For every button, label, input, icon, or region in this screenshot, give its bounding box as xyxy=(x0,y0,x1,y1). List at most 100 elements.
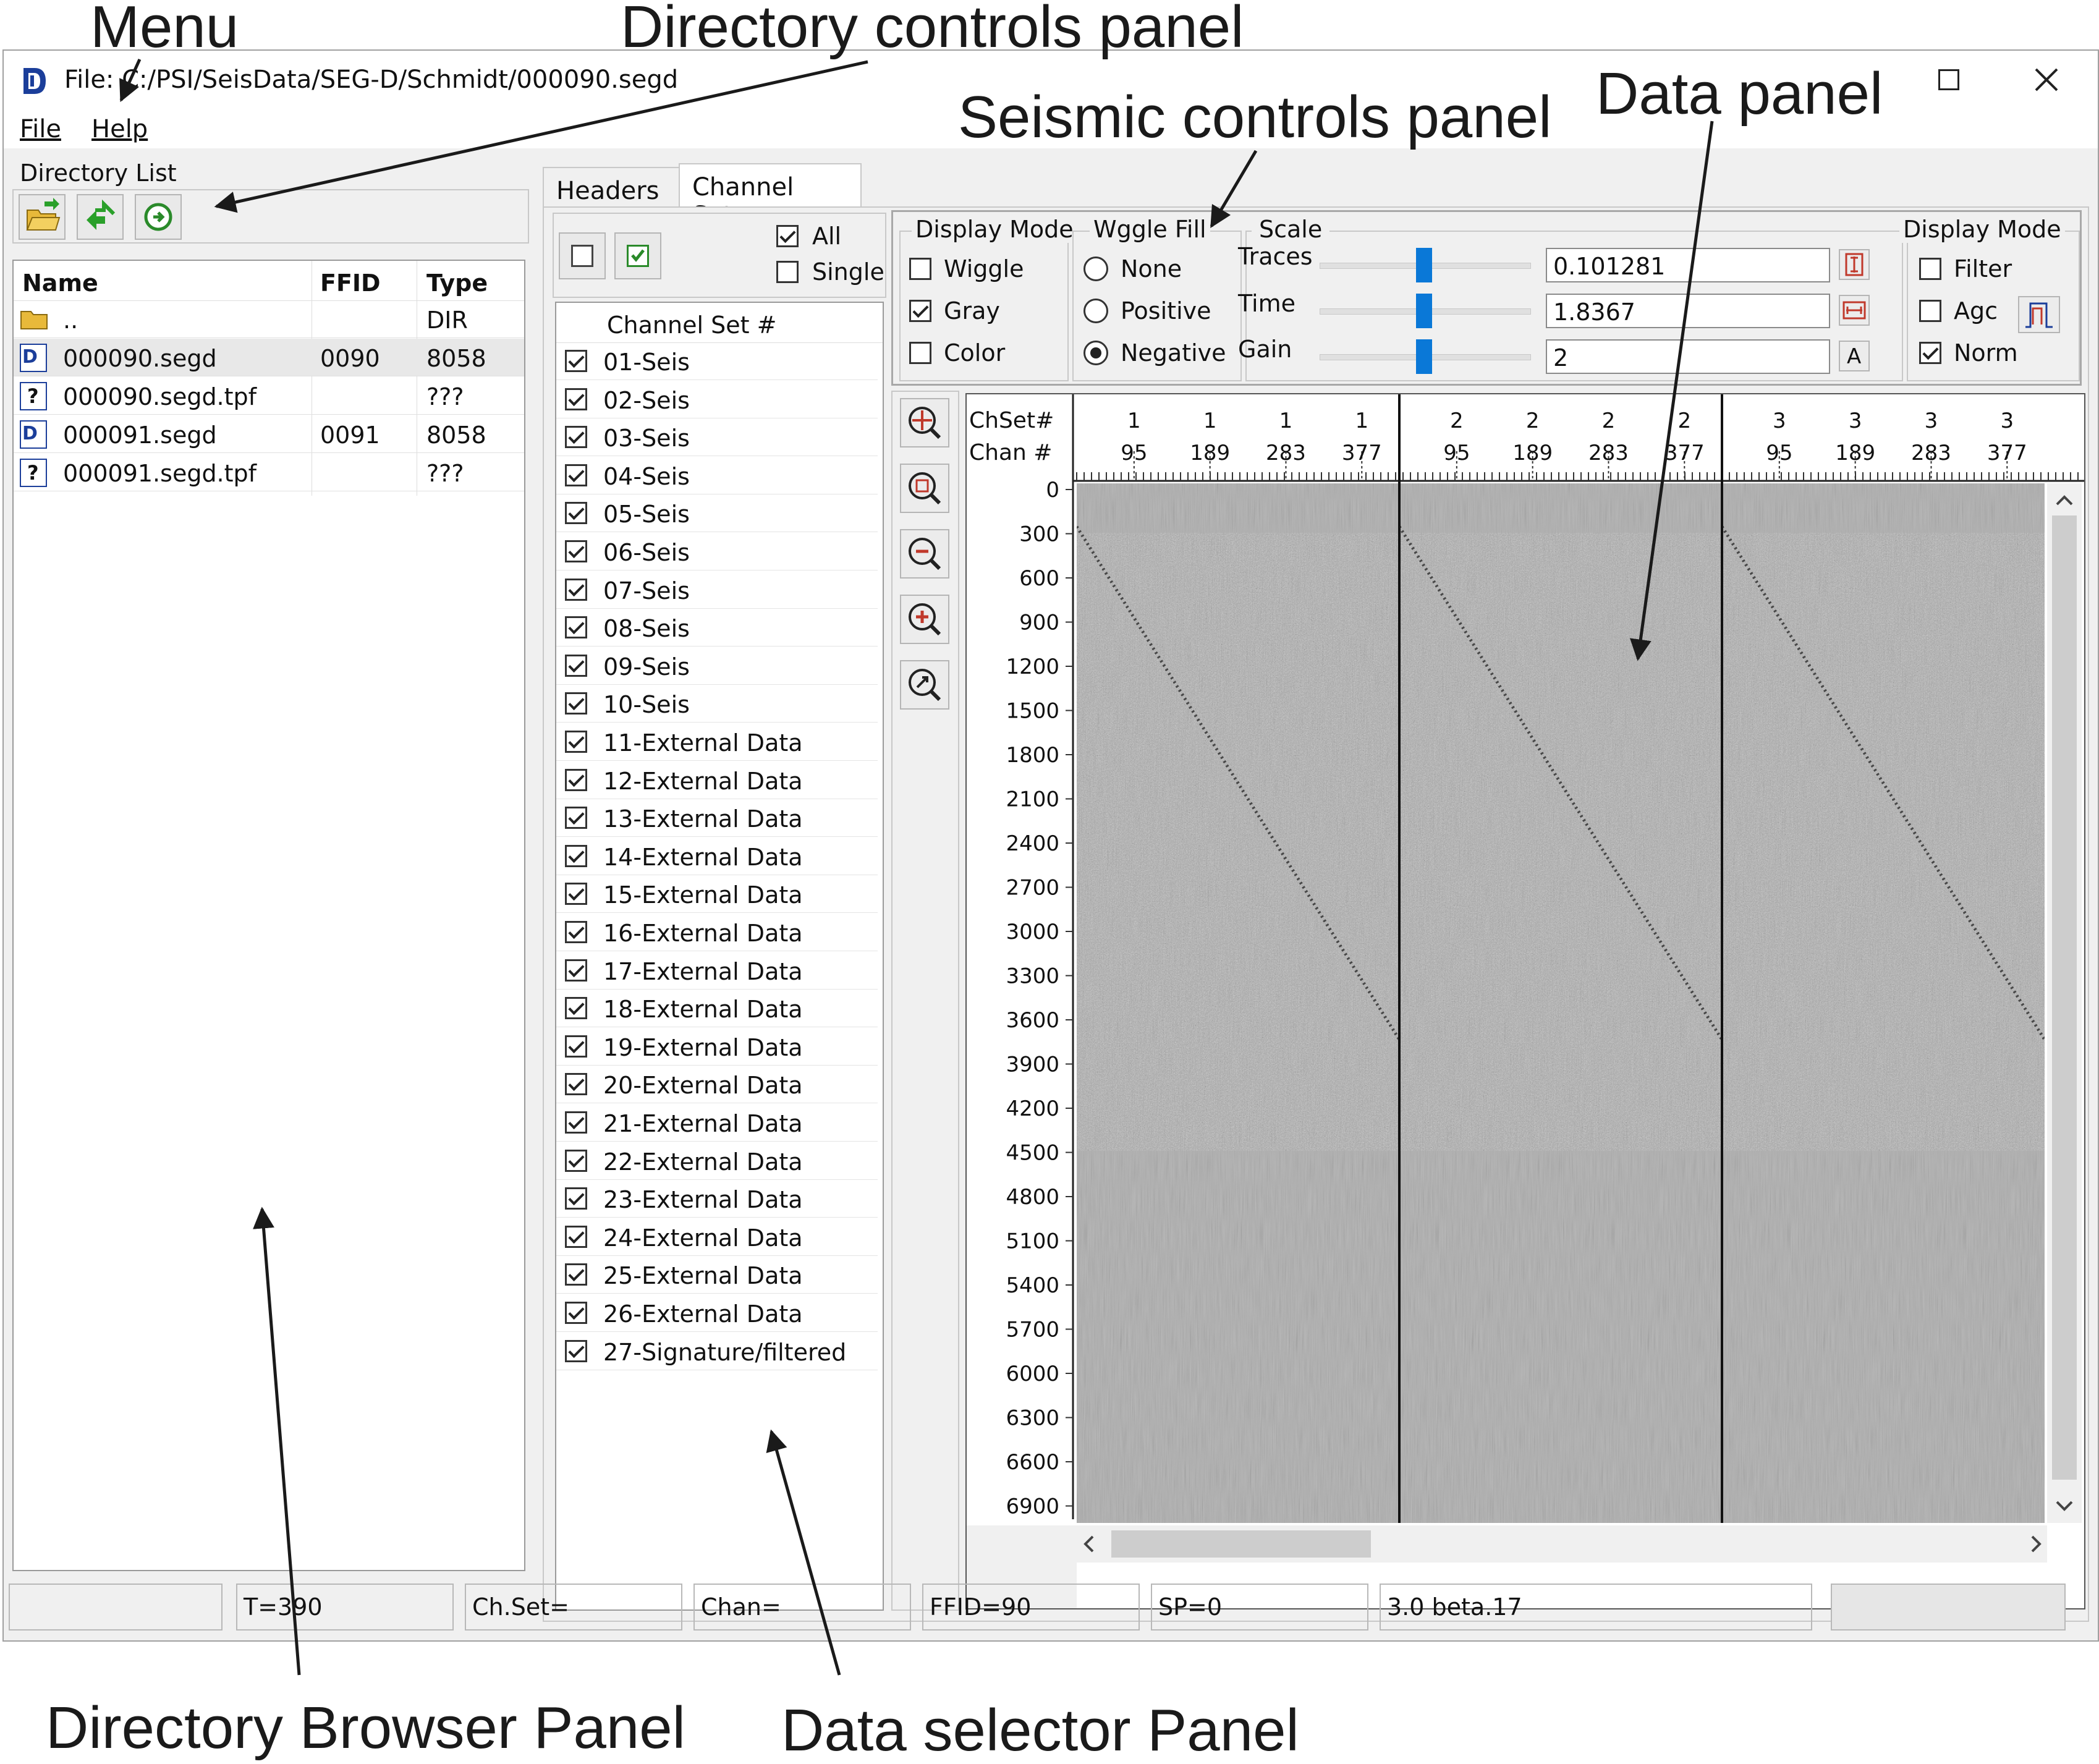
column-header-name[interactable]: Name xyxy=(22,269,98,297)
channel-set-header-label[interactable]: Channel Set # xyxy=(607,312,777,339)
channel-set-item[interactable]: 22-External Data xyxy=(556,1142,878,1180)
channel-set-checkbox[interactable] xyxy=(565,692,587,715)
channel-set-checkbox[interactable] xyxy=(565,426,587,449)
channel-set-checkbox[interactable] xyxy=(565,540,587,562)
channel-set-checkbox[interactable] xyxy=(565,807,587,829)
channel-set-checkbox[interactable] xyxy=(565,883,587,905)
channel-set-checkbox[interactable] xyxy=(565,654,587,677)
fill-none-radio[interactable] xyxy=(1083,257,1108,281)
zoom-reset-button[interactable] xyxy=(900,464,949,513)
tab-channel-sets[interactable]: Channel Sets xyxy=(679,163,862,230)
zoom-pan-button[interactable] xyxy=(900,660,949,710)
open-folder-button[interactable] xyxy=(19,194,66,240)
gain-slider-thumb[interactable] xyxy=(1416,339,1432,374)
column-header-type[interactable]: Type xyxy=(426,269,488,297)
directory-row[interactable]: ? 000090.segd.tpf ??? xyxy=(14,377,524,415)
zoom-in-button[interactable] xyxy=(900,595,949,644)
channel-set-item[interactable]: 01-Seis xyxy=(556,342,878,380)
close-icon[interactable] xyxy=(2031,64,2062,95)
channel-set-checkbox[interactable] xyxy=(565,768,587,791)
fill-positive-radio[interactable] xyxy=(1083,299,1108,323)
channel-set-item[interactable]: 27-Signature/filtered xyxy=(556,1333,878,1370)
channel-set-item[interactable]: 14-External Data xyxy=(556,837,878,875)
color-checkbox[interactable] xyxy=(909,342,931,364)
channel-set-item[interactable]: 12-External Data xyxy=(556,761,878,799)
menu-file[interactable]: File xyxy=(20,115,61,143)
channel-set-item[interactable]: 06-Seis xyxy=(556,533,878,570)
channel-set-item[interactable]: 20-External Data xyxy=(556,1066,878,1104)
channel-set-item[interactable]: 21-External Data xyxy=(556,1104,878,1142)
channel-set-item[interactable]: 17-External Data xyxy=(556,952,878,990)
traces-scale-input[interactable]: 0.101281 xyxy=(1546,248,1830,282)
channel-set-item[interactable]: 25-External Data xyxy=(556,1256,878,1294)
channel-set-checkbox[interactable] xyxy=(565,578,587,601)
channel-set-item[interactable]: 23-External Data xyxy=(556,1180,878,1218)
channel-set-item[interactable]: 16-External Data xyxy=(556,914,878,951)
traces-scale-button[interactable] xyxy=(1839,249,1870,280)
channel-set-item[interactable]: 08-Seis xyxy=(556,609,878,647)
auto-gain-button[interactable]: A xyxy=(1839,341,1870,371)
tab-headers[interactable]: Headers xyxy=(543,167,680,210)
channel-set-checkbox[interactable] xyxy=(565,844,587,867)
channel-set-item[interactable]: 18-External Data xyxy=(556,990,878,1028)
channel-set-item[interactable]: 07-Seis xyxy=(556,571,878,609)
check-all-button[interactable] xyxy=(614,232,661,279)
wiggle-checkbox[interactable] xyxy=(909,258,931,280)
channel-set-checkbox[interactable] xyxy=(565,1035,587,1058)
channel-set-checkbox[interactable] xyxy=(565,1263,587,1286)
column-header-ffid[interactable]: FFID xyxy=(320,269,381,297)
channel-set-checkbox[interactable] xyxy=(565,350,587,372)
channel-set-item[interactable]: 10-Seis xyxy=(556,685,878,723)
channel-set-item[interactable]: 02-Seis xyxy=(556,381,878,418)
zoom-out-button[interactable] xyxy=(900,529,949,579)
channel-set-checkbox[interactable] xyxy=(565,1149,587,1172)
agc-checkbox[interactable] xyxy=(1919,300,1941,322)
traces-slider-thumb[interactable] xyxy=(1416,248,1432,282)
channel-set-item[interactable]: 11-External Data xyxy=(556,723,878,761)
seismic-display[interactable]: ChSet# Chan # 1 95 1 189 1 283 1 377 2 95 2 189 2 283 2 3… xyxy=(967,394,2084,1608)
directory-row-selected[interactable]: D 000090.segd 0090 8058 xyxy=(14,339,524,376)
go-button[interactable] xyxy=(135,194,182,240)
channel-set-checkbox[interactable] xyxy=(565,921,587,943)
time-slider-thumb[interactable] xyxy=(1416,294,1432,328)
gain-input[interactable]: 2 xyxy=(1546,339,1830,374)
norm-checkbox[interactable] xyxy=(1919,342,1941,364)
channel-set-item[interactable]: 04-Seis xyxy=(556,457,878,494)
filter-checkbox[interactable] xyxy=(1919,258,1941,280)
channel-set-item[interactable]: 13-External Data xyxy=(556,799,878,837)
directory-row[interactable]: D 000091.segd 0091 8058 xyxy=(14,415,524,453)
channel-set-checkbox[interactable] xyxy=(565,997,587,1020)
channel-set-checkbox[interactable] xyxy=(565,502,587,525)
channel-set-checkbox[interactable] xyxy=(565,1225,587,1248)
gray-checkbox[interactable] xyxy=(909,300,931,322)
refresh-button[interactable] xyxy=(77,194,124,240)
channel-set-checkbox[interactable] xyxy=(565,616,587,639)
channel-set-item[interactable]: 19-External Data xyxy=(556,1028,878,1066)
fill-negative-radio[interactable] xyxy=(1083,341,1108,365)
channel-set-checkbox[interactable] xyxy=(565,1073,587,1096)
channel-set-checkbox[interactable] xyxy=(565,1187,587,1210)
filter-settings-button[interactable] xyxy=(2018,296,2060,333)
uncheck-all-button[interactable] xyxy=(559,232,606,279)
channel-set-checkbox[interactable] xyxy=(565,464,587,486)
channel-set-item[interactable]: 26-External Data xyxy=(556,1294,878,1332)
channel-set-checkbox[interactable] xyxy=(565,959,587,982)
channel-set-checkbox[interactable] xyxy=(565,388,587,410)
channel-set-item[interactable]: 05-Seis xyxy=(556,494,878,533)
channel-set-checkbox[interactable] xyxy=(565,1111,587,1134)
channel-set-checkbox[interactable] xyxy=(565,731,587,753)
time-scale-button[interactable] xyxy=(1839,295,1870,326)
channel-set-checkbox[interactable] xyxy=(565,1339,587,1362)
single-checkbox[interactable] xyxy=(776,261,799,283)
directory-row[interactable]: ? 000091.segd.tpf ??? xyxy=(14,454,524,491)
channel-set-item[interactable]: 03-Seis xyxy=(556,418,878,457)
channel-set-item[interactable]: 09-Seis xyxy=(556,647,878,685)
zoom-fit-button[interactable] xyxy=(900,398,949,447)
channel-set-item[interactable]: 15-External Data xyxy=(556,875,878,914)
channel-set-checkbox[interactable] xyxy=(565,1302,587,1324)
menu-help[interactable]: Help xyxy=(91,115,148,143)
all-checkbox[interactable] xyxy=(776,225,799,247)
directory-row[interactable]: .. DIR xyxy=(14,300,524,338)
channel-set-item[interactable]: 24-External Data xyxy=(556,1218,878,1256)
maximize-icon[interactable] xyxy=(1938,69,1959,90)
